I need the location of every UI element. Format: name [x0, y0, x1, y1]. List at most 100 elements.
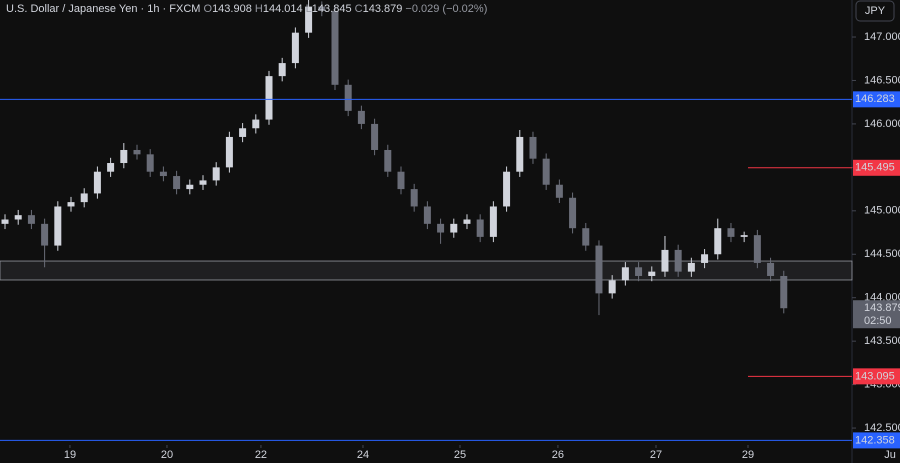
header: U.S. Dollar / Japanese Yen · 1h · FXCM O…: [6, 3, 487, 15]
candle-body: [146, 154, 154, 172]
x-tick-label: 25: [454, 449, 466, 461]
candle-body: [67, 202, 75, 207]
x-tick-label: 20: [161, 449, 173, 461]
candle-body: [555, 184, 563, 198]
candle-body: [1, 219, 9, 224]
countdown: 02:50: [864, 315, 892, 327]
candle-body: [516, 136, 524, 172]
candle-body: [239, 128, 247, 137]
candle-body: [265, 76, 273, 120]
candle-body: [463, 219, 471, 224]
candle-body: [740, 235, 748, 237]
x-tick-label: 19: [64, 449, 76, 461]
candle-body: [674, 249, 682, 272]
candle-body: [608, 280, 616, 294]
level-label: 143.095: [855, 370, 895, 382]
last-price: 143.879: [864, 302, 900, 314]
candle-body: [371, 123, 379, 150]
candle-body: [93, 171, 101, 194]
level-label-box: [853, 432, 900, 449]
candle-body: [133, 149, 141, 155]
candle-body: [159, 171, 167, 177]
candle-body: [173, 176, 181, 190]
candle-body: [489, 206, 497, 237]
candle-body: [753, 235, 761, 263]
candle-body: [278, 63, 286, 77]
candle-body: [410, 189, 418, 207]
level-label-box: [853, 91, 900, 108]
x-tick-label: Ju: [884, 449, 896, 461]
candle-body: [503, 171, 511, 207]
candle-body: [595, 245, 603, 294]
high: 144.014: [263, 3, 303, 15]
overlay: U.S. Dollar / Japanese Yen · 1h · FXCM O…: [6, 0, 900, 449]
low: 143.845: [312, 3, 352, 15]
l-label: L: [306, 3, 312, 15]
candle-body: [582, 228, 590, 246]
candle-body: [318, 6, 326, 11]
y-tick-label: 146.000: [864, 118, 900, 130]
candle-body: [80, 193, 88, 203]
candle-body: [27, 215, 35, 224]
close: 143.879: [363, 3, 403, 15]
x-tick-label: 22: [255, 449, 267, 461]
level-label: 146.283: [855, 93, 895, 105]
last-price-box: [853, 300, 900, 329]
candle-body: [767, 262, 775, 276]
change: −0.029 (−0.02%): [405, 3, 487, 15]
candle-body: [14, 215, 22, 220]
open: 143.908: [212, 3, 252, 15]
candle-body: [252, 119, 260, 129]
candle-body: [212, 167, 220, 181]
h-label: H: [255, 3, 263, 15]
c-label: C: [355, 3, 363, 15]
x-tick-label: 27: [650, 449, 662, 461]
candle-body: [186, 184, 194, 190]
candle-body: [780, 275, 788, 309]
candle-body: [305, 6, 313, 33]
y-tick-label: 147.000: [864, 31, 900, 43]
level-label: 142.358: [855, 434, 895, 446]
level-label: 145.495: [855, 162, 895, 174]
o-label: O: [204, 3, 213, 15]
candle-body: [648, 271, 656, 276]
candle-body: [714, 228, 722, 255]
candle-body: [107, 163, 115, 172]
level-label-box: [853, 159, 900, 176]
symbol: U.S. Dollar / Japanese Yen · 1h · FXCM: [6, 3, 200, 15]
candle-body: [331, 10, 339, 85]
candle-body: [542, 158, 550, 185]
candle-body: [54, 206, 62, 246]
candle-body: [291, 32, 299, 64]
candle-body: [357, 110, 365, 124]
candle-body: [41, 223, 49, 246]
candle-body: [687, 262, 695, 272]
candle-body: [635, 267, 643, 276]
y-tick-label: 145.000: [864, 205, 900, 217]
y-tick-label: 143.500: [864, 335, 900, 347]
y-tick-label: 146.500: [864, 74, 900, 86]
x-tick-label: 26: [552, 449, 564, 461]
candle-body: [476, 219, 484, 237]
candle-body: [450, 223, 458, 233]
candle-body: [437, 223, 445, 233]
x-tick-label: 24: [357, 449, 369, 461]
candle-body: [529, 136, 537, 159]
candle-body: [621, 267, 629, 281]
candle-body: [661, 249, 669, 272]
currency[interactable]: JPY: [865, 5, 886, 17]
candle-body: [199, 180, 207, 185]
candle-body: [344, 84, 352, 111]
x-tick-label: 29: [742, 449, 754, 461]
currency-button[interactable]: [855, 0, 895, 22]
candle-body: [384, 149, 392, 172]
candle-body: [423, 206, 431, 224]
zone: [0, 260, 853, 281]
level-label-box: [853, 368, 900, 385]
candle-body: [727, 228, 735, 237]
candle-body: [120, 149, 128, 164]
candle-body: [569, 197, 577, 229]
